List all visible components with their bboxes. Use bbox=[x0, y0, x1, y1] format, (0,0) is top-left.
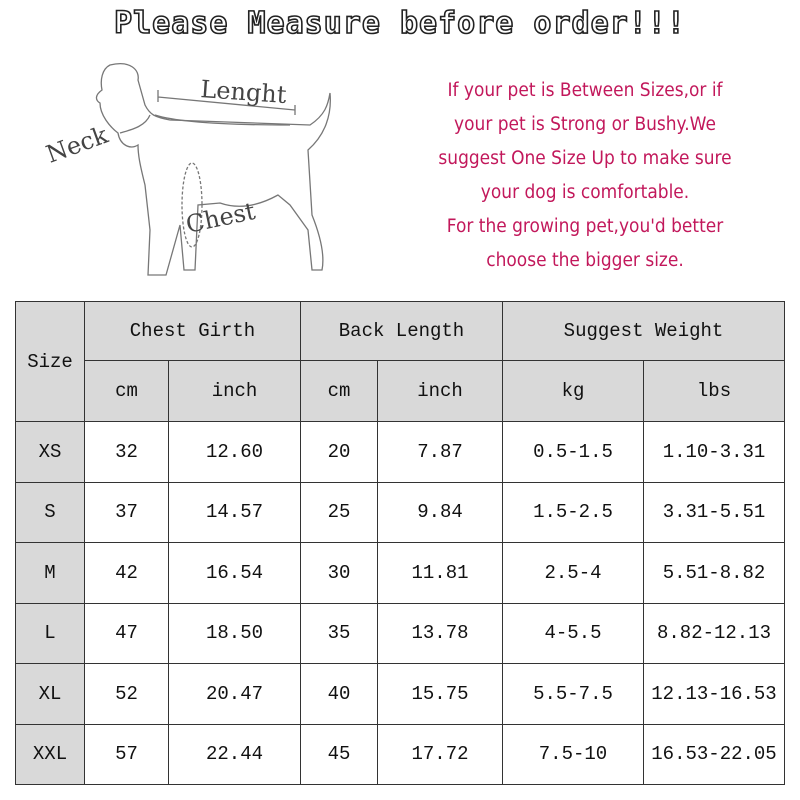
value-cell: 57 bbox=[84, 723, 169, 785]
size-cell: XXL bbox=[15, 723, 85, 785]
value-cell: 12.13-16.53 bbox=[643, 663, 785, 725]
value-cell: 2.5-4 bbox=[502, 542, 644, 604]
value-cell: 20.47 bbox=[168, 663, 301, 725]
neck-measure-line bbox=[119, 114, 151, 134]
table-row: M 42 16.54 30 11.81 2.5-4 5.51-8.82 bbox=[15, 542, 785, 604]
unit-header: lbs bbox=[643, 360, 785, 422]
value-cell: 3.31-5.51 bbox=[643, 481, 785, 543]
table-row: XXL 57 22.44 45 17.72 7.5-10 16.53-22.05 bbox=[15, 723, 785, 785]
sizing-advice: If your pet is Between Sizes,or if your … bbox=[415, 74, 755, 278]
value-cell: 1.5-2.5 bbox=[502, 481, 644, 543]
unit-header: kg bbox=[502, 360, 644, 422]
value-cell: 37 bbox=[84, 481, 169, 543]
suggest-weight-header: Suggest Weight bbox=[502, 301, 785, 361]
value-cell: 47 bbox=[84, 602, 169, 664]
chest-label: Chest bbox=[183, 197, 258, 239]
advice-line: choose the bigger size. bbox=[486, 250, 684, 271]
unit-header: inch bbox=[168, 360, 301, 422]
value-cell: 11.81 bbox=[377, 542, 503, 604]
advice-line: your pet is Strong or Bushy.We bbox=[454, 114, 716, 135]
size-cell: M bbox=[15, 542, 85, 604]
value-cell: 16.53-22.05 bbox=[643, 723, 785, 785]
advice-line: For the growing pet,you'd better bbox=[446, 216, 724, 237]
value-cell: 16.54 bbox=[168, 542, 301, 604]
neck-label: Neck bbox=[42, 121, 111, 169]
value-cell: 30 bbox=[300, 542, 378, 604]
value-cell: 17.72 bbox=[377, 723, 503, 785]
value-cell: 52 bbox=[84, 663, 169, 725]
value-cell: 45 bbox=[300, 723, 378, 785]
table-row: L 47 18.50 35 13.78 4-5.5 8.82-12.13 bbox=[15, 602, 785, 664]
value-cell: 12.60 bbox=[168, 421, 301, 483]
value-cell: 22.44 bbox=[168, 723, 301, 785]
size-cell: XL bbox=[15, 663, 85, 725]
chest-girth-header: Chest Girth bbox=[84, 301, 301, 361]
value-cell: 4-5.5 bbox=[502, 602, 644, 664]
value-cell: 35 bbox=[300, 602, 378, 664]
length-measure-line bbox=[154, 114, 291, 126]
value-cell: 5.5-7.5 bbox=[502, 663, 644, 725]
table-row: XL 52 20.47 40 15.75 5.5-7.5 12.13-16.53 bbox=[15, 663, 785, 725]
advice-line: suggest One Size Up to make sure bbox=[438, 148, 732, 169]
value-cell: 20 bbox=[300, 421, 378, 483]
value-cell: 25 bbox=[300, 481, 378, 543]
dog-outline bbox=[95, 63, 331, 276]
value-cell: 18.50 bbox=[168, 602, 301, 664]
value-cell: 1.10-3.31 bbox=[643, 421, 785, 483]
unit-header: inch bbox=[377, 360, 503, 422]
value-cell: 5.51-8.82 bbox=[643, 542, 785, 604]
advice-line: If your pet is Between Sizes,or if bbox=[447, 80, 723, 101]
back-length-header: Back Length bbox=[300, 301, 503, 361]
value-cell: 9.84 bbox=[377, 481, 503, 543]
length-dimension-line bbox=[157, 90, 296, 115]
unit-header: cm bbox=[84, 360, 169, 422]
size-cell: S bbox=[15, 481, 85, 543]
table-row: S 37 14.57 25 9.84 1.5-2.5 3.31-5.51 bbox=[15, 481, 785, 543]
chest-measure-ellipse bbox=[181, 162, 203, 248]
value-cell: 7.5-10 bbox=[502, 723, 644, 785]
dog-measurement-diagram: Lenght Neck Chest bbox=[42, 63, 331, 276]
value-cell: 32 bbox=[84, 421, 169, 483]
size-cell: L bbox=[15, 602, 85, 664]
value-cell: 0.5-1.5 bbox=[502, 421, 644, 483]
unit-header: cm bbox=[300, 360, 378, 422]
page-title: Please Measure before order!!! bbox=[113, 5, 686, 42]
size-cell: XS bbox=[15, 421, 85, 483]
value-cell: 8.82-12.13 bbox=[643, 602, 785, 664]
value-cell: 40 bbox=[300, 663, 378, 725]
advice-line: your dog is comfortable. bbox=[480, 182, 690, 203]
size-chart-table: Size Chest Girth Back Length Suggest Wei… bbox=[15, 301, 785, 785]
length-label: Lenght bbox=[200, 75, 288, 109]
value-cell: 7.87 bbox=[377, 421, 503, 483]
value-cell: 15.75 bbox=[377, 663, 503, 725]
value-cell: 14.57 bbox=[168, 481, 301, 543]
value-cell: 42 bbox=[84, 542, 169, 604]
table-row: XS 32 12.60 20 7.87 0.5-1.5 1.10-3.31 bbox=[15, 421, 785, 483]
size-header: Size bbox=[15, 301, 85, 422]
value-cell: 13.78 bbox=[377, 602, 503, 664]
